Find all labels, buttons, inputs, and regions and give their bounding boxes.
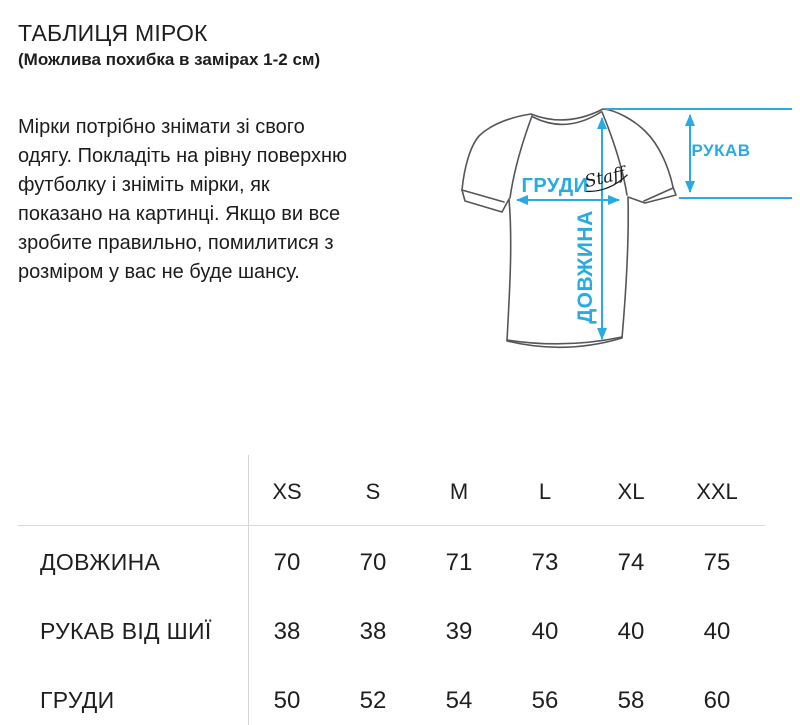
size-value-cell: 40 xyxy=(703,617,731,645)
size-value-cell: 70 xyxy=(273,548,301,576)
intro-line: показано на картинці. Якщо ви все xyxy=(18,203,341,225)
size-value-cell: 38 xyxy=(359,617,387,645)
row-label-length: ДОВЖИНА xyxy=(40,549,161,575)
size-column-header-l: L xyxy=(538,478,552,504)
intro-line: Мірки потрібно знімати зі свого xyxy=(18,116,305,138)
size-column-header-xl: XL xyxy=(617,478,645,504)
sleeve-label: РУКАВ xyxy=(691,141,750,160)
row-label-chest: ГРУДИ xyxy=(40,687,115,713)
row-label-sleeve: РУКАВ ВІД ШИЇ xyxy=(40,618,212,644)
size-value-cell: 71 xyxy=(445,548,473,576)
size-value-cell: 75 xyxy=(703,548,731,576)
size-value-cell: 54 xyxy=(445,686,473,714)
size-value-cell: 40 xyxy=(617,617,645,645)
intro-line: розміром у вас не буде шансу. xyxy=(18,261,300,283)
table-divider-vertical xyxy=(248,455,249,725)
size-column-header-xxl: XXL xyxy=(696,478,738,504)
intro-line: зробите правильно, помилитися з xyxy=(18,232,334,254)
size-value-cell: 60 xyxy=(703,686,731,714)
size-value-cell: 70 xyxy=(359,548,387,576)
intro-paragraph: Мірки потрібно знімати зі свого одягу. П… xyxy=(18,113,438,287)
table-corner-cell xyxy=(0,455,244,528)
size-value-cell: 56 xyxy=(531,686,559,714)
page-title: ТАБЛИЦЯ МІРОК xyxy=(18,20,208,46)
intro-line: одягу. Покладіть на рівну поверхню xyxy=(18,145,348,167)
size-column-header-s: S xyxy=(365,478,381,504)
chest-label: ГРУДИ xyxy=(522,175,589,197)
size-value-cell: 52 xyxy=(359,686,387,714)
size-value-cell: 40 xyxy=(531,617,559,645)
table-divider-horizontal xyxy=(18,525,765,526)
page-subtitle: (Можлива похибка в замірах 1-2 см) xyxy=(18,50,321,69)
tshirt-measurement-diagram: ГРУДИ ДОВЖИНА РУКАВ Staff xyxy=(440,85,800,370)
size-column-header-m: M xyxy=(449,478,469,504)
size-value-cell: 50 xyxy=(273,686,301,714)
size-column-header-xs: XS xyxy=(272,478,302,504)
size-value-cell: 73 xyxy=(531,548,559,576)
intro-line: футболку і зніміть мірки, як xyxy=(18,174,270,196)
size-value-cell: 74 xyxy=(617,548,645,576)
length-label: ДОВЖИНА xyxy=(574,210,597,324)
size-value-cell: 39 xyxy=(445,617,473,645)
size-table: XS S M L XL XXL ДОВЖИНА 70 70 71 73 74 7… xyxy=(0,455,800,725)
size-value-cell: 38 xyxy=(273,617,301,645)
brand-logo-underline xyxy=(586,174,628,193)
tshirt-outline-icon xyxy=(461,108,677,349)
size-value-cell: 58 xyxy=(617,686,645,714)
